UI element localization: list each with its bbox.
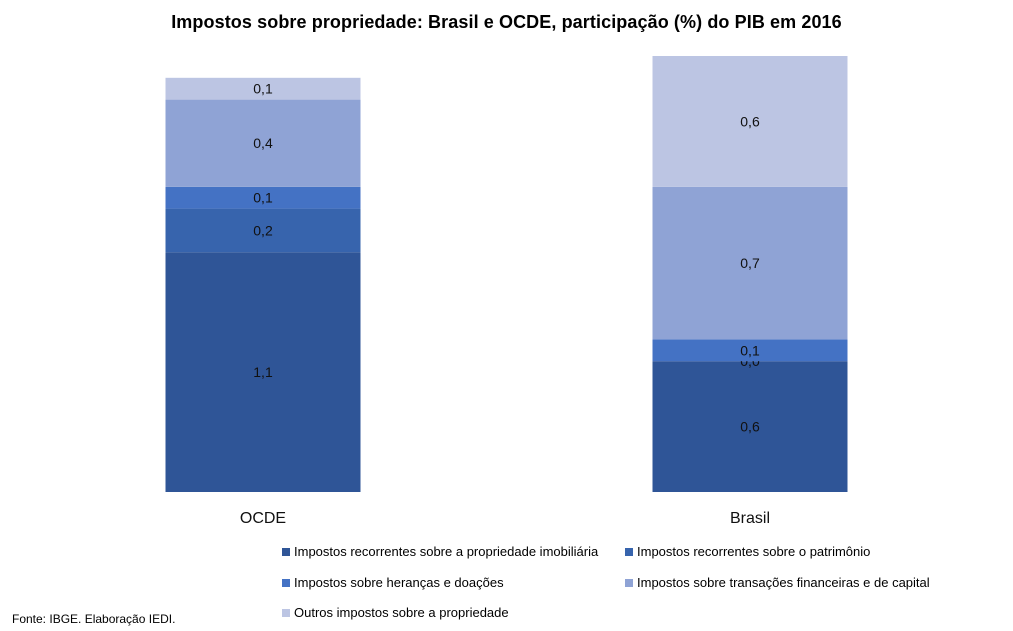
legend-item-impostos-sobre-transacoes-financeiras-e-de-capital: Impostos sobre transações financeiras e … [625, 575, 930, 590]
data-label-ocde-impostos-sobre-transacoes-financeiras-e-de-capital: 0,4 [253, 135, 273, 151]
legend-label: Impostos sobre heranças e doações [294, 575, 504, 590]
category-label-ocde: OCDE [240, 510, 286, 527]
data-label-ocde-impostos-recorrentes-sobre-a-propriedade-imobiliaria: 1,1 [253, 364, 273, 380]
bar-segment-brasil-impostos-sobre-transacoes-financeiras-e-de-capital [652, 186, 848, 340]
bar-segment-brasil-impostos-recorrentes-sobre-a-propriedade-imobiliaria [652, 361, 848, 492]
legend-item-impostos-recorrentes-sobre-a-propriedade-imobiliaria: Impostos recorrentes sobre a propriedade… [282, 544, 598, 559]
source-note: Fonte: IBGE. Elaboração IEDI. [12, 612, 176, 626]
data-label-brasil-outros-impostos-sobre-a-propriedade: 0,6 [740, 113, 760, 129]
bar-segment-ocde-impostos-sobre-herancas-e-doacoes [165, 186, 361, 209]
legend-label: Impostos sobre transações financeiras e … [637, 575, 930, 590]
data-label-ocde-impostos-recorrentes-sobre-o-patrimonio: 0,2 [253, 222, 273, 238]
legend-swatch [282, 578, 290, 587]
bar-segment-ocde-impostos-sobre-transacoes-financeiras-e-de-capital [165, 99, 361, 187]
legend-item-impostos-sobre-herancas-e-doacoes: Impostos sobre heranças e doações [282, 575, 504, 590]
legend-swatch [625, 547, 633, 556]
bar-segment-brasil-impostos-sobre-herancas-e-doacoes [652, 339, 848, 362]
legend-swatch [625, 578, 633, 587]
data-label-ocde-outros-impostos-sobre-a-propriedade: 0,1 [253, 81, 273, 97]
chart-title: Impostos sobre propriedade: Brasil e OCD… [171, 12, 842, 32]
legend-label: Outros impostos sobre a propriedade [294, 605, 509, 620]
bar-segment-brasil-outros-impostos-sobre-a-propriedade [652, 56, 848, 187]
bar-segment-ocde-impostos-recorrentes-sobre-a-propriedade-imobiliaria [165, 252, 361, 492]
data-label-ocde-impostos-sobre-herancas-e-doacoes: 0,1 [253, 190, 273, 206]
legend-label: Impostos recorrentes sobre o patrimônio [637, 544, 871, 559]
category-label-brasil: Brasil [730, 510, 770, 527]
legend-swatch [282, 608, 290, 617]
data-label-brasil-impostos-sobre-transacoes-financeiras-e-de-capital: 0,7 [740, 255, 760, 271]
data-label-brasil-impostos-recorrentes-sobre-a-propriedade-imobiliaria: 0,6 [740, 419, 760, 435]
data-label-brasil-impostos-sobre-herancas-e-doacoes: 0,1 [740, 342, 760, 358]
legend-item-outros-impostos-sobre-a-propriedade: Outros impostos sobre a propriedade [282, 605, 509, 620]
bar-segment-ocde-impostos-recorrentes-sobre-o-patrimonio [165, 208, 361, 253]
legend-item-impostos-recorrentes-sobre-o-patrimonio: Impostos recorrentes sobre o patrimônio [625, 544, 870, 559]
legend-label: Impostos recorrentes sobre a propriedade… [294, 544, 599, 559]
bar-segment-ocde-outros-impostos-sobre-a-propriedade [165, 77, 361, 100]
legend-swatch [282, 547, 290, 556]
